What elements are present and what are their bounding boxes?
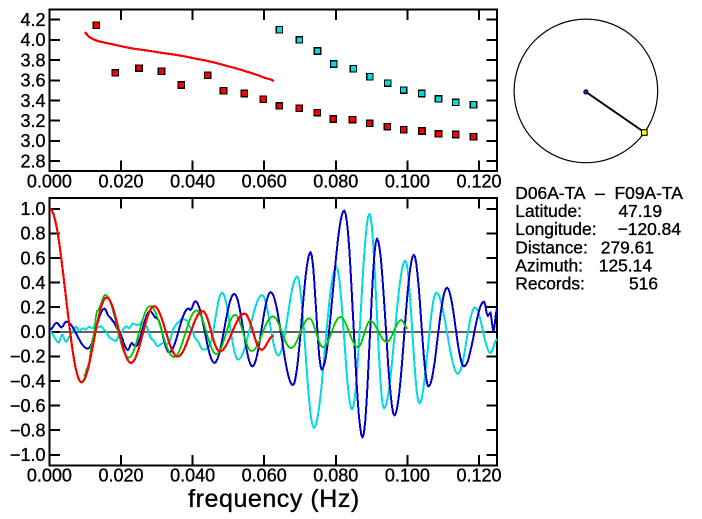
svg-text:−1.0: −1.0 bbox=[10, 445, 46, 465]
svg-text:0.060: 0.060 bbox=[242, 466, 287, 486]
svg-text:−0.8: −0.8 bbox=[10, 421, 46, 441]
svg-text:frequency (Hz): frequency (Hz) bbox=[188, 485, 360, 513]
svg-text:0.080: 0.080 bbox=[313, 172, 358, 192]
svg-text:−0.2: −0.2 bbox=[10, 347, 46, 367]
svg-text:3.6: 3.6 bbox=[20, 71, 45, 91]
svg-text:3.2: 3.2 bbox=[20, 111, 45, 131]
svg-text:Latitude:: Latitude: bbox=[515, 201, 582, 221]
svg-text:−0.4: −0.4 bbox=[10, 371, 46, 391]
svg-text:0.0: 0.0 bbox=[20, 322, 45, 342]
svg-text:0.080: 0.080 bbox=[313, 466, 358, 486]
svg-text:3.4: 3.4 bbox=[20, 91, 45, 111]
svg-text:0.020: 0.020 bbox=[98, 172, 143, 192]
svg-text:2.8: 2.8 bbox=[20, 151, 45, 171]
svg-text:−0.6: −0.6 bbox=[10, 396, 46, 416]
svg-text:D06A-TA – F09A-TA: D06A-TA – F09A-TA bbox=[515, 183, 683, 203]
svg-text:3.8: 3.8 bbox=[20, 50, 45, 70]
svg-text:0.020: 0.020 bbox=[98, 466, 143, 486]
svg-text:0.000: 0.000 bbox=[27, 172, 72, 192]
svg-text:Records:: Records: bbox=[515, 274, 585, 294]
svg-text:0.000: 0.000 bbox=[27, 466, 72, 486]
svg-text:0.8: 0.8 bbox=[20, 224, 45, 244]
svg-text:516: 516 bbox=[629, 274, 658, 294]
svg-text:3.0: 3.0 bbox=[20, 131, 45, 151]
svg-text:0.100: 0.100 bbox=[385, 466, 430, 486]
svg-text:125.14: 125.14 bbox=[599, 255, 653, 275]
svg-text:−120.84: −120.84 bbox=[618, 219, 682, 239]
svg-text:0.120: 0.120 bbox=[456, 466, 501, 486]
svg-text:47.19: 47.19 bbox=[618, 201, 662, 221]
svg-text:Distance:: Distance: bbox=[515, 237, 588, 257]
svg-text:0.040: 0.040 bbox=[170, 172, 215, 192]
svg-text:0.120: 0.120 bbox=[456, 172, 501, 192]
svg-text:279.61: 279.61 bbox=[601, 237, 654, 257]
svg-text:4.0: 4.0 bbox=[20, 30, 45, 50]
svg-text:0.6: 0.6 bbox=[20, 248, 45, 268]
svg-text:Azimuth:: Azimuth: bbox=[515, 255, 583, 275]
svg-text:0.100: 0.100 bbox=[385, 172, 430, 192]
svg-text:0.040: 0.040 bbox=[170, 466, 215, 486]
svg-text:Longitude:: Longitude: bbox=[515, 219, 596, 239]
svg-text:0.4: 0.4 bbox=[20, 273, 45, 293]
svg-text:0.060: 0.060 bbox=[242, 172, 287, 192]
svg-text:4.2: 4.2 bbox=[20, 10, 45, 30]
svg-text:1.0: 1.0 bbox=[20, 199, 45, 219]
svg-text:0.2: 0.2 bbox=[20, 298, 45, 318]
